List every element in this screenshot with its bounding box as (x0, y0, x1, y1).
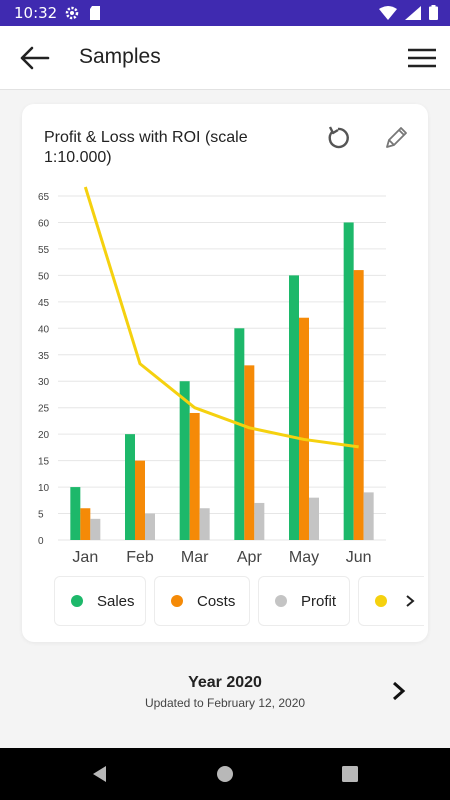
chart-line (83, 186, 359, 449)
status-time: 10:32 (14, 4, 58, 22)
chart-grid (58, 195, 386, 541)
bar-costs-apr (244, 365, 255, 540)
reset-icon (328, 126, 349, 149)
chart-bars (70, 222, 374, 540)
footer: Year 2020 Updated to February 12, 2020 (0, 660, 450, 746)
y-tick-label: 30 (38, 377, 50, 388)
bar-profit-jan (90, 518, 101, 540)
chart-legend: Sales Costs Profit (54, 576, 424, 630)
legend-item-sales[interactable]: Sales (54, 576, 146, 626)
nav-home-button[interactable] (213, 762, 237, 786)
bar-costs-may (299, 317, 309, 540)
y-tick-label: 60 (38, 218, 50, 229)
system-nav-bar (0, 748, 450, 800)
x-axis-ticks: Jan Feb Mar Apr May Jun (72, 549, 371, 566)
battery-icon (429, 5, 438, 20)
chevron-right-icon (393, 681, 406, 701)
bar-sales-jun (343, 222, 354, 540)
bar-sales-mar (179, 381, 190, 540)
status-icons-right (379, 5, 438, 20)
wifi-icon (379, 5, 397, 20)
legend-dot-profit (275, 595, 287, 607)
chart-card: Profit & Loss with ROI (scale 1:10.000) … (22, 104, 428, 642)
x-tick-label: Feb (126, 549, 154, 566)
bar-sales-may (289, 275, 299, 540)
legend-dot-sales (71, 595, 83, 607)
chart-title: Profit & Loss with ROI (scale 1:10.000) (44, 129, 248, 166)
legend-label: Profit (301, 592, 337, 610)
y-tick-label: 15 (38, 457, 50, 468)
legend-item-profit[interactable]: Profit (258, 576, 350, 626)
bar-profit-mar (199, 508, 210, 540)
nav-back-button[interactable] (88, 762, 112, 786)
app-bar: Samples (0, 26, 450, 90)
reset-button[interactable] (324, 124, 352, 152)
back-triangle-icon (93, 766, 106, 782)
legend-dot-roi (375, 595, 387, 607)
x-tick-label: Jun (346, 549, 372, 566)
legend-label: Sales (97, 592, 135, 610)
year-label: Year 2020 (188, 674, 262, 691)
bar-profit-apr (254, 502, 265, 540)
y-tick-label: 45 (38, 298, 50, 309)
bar-costs-feb (135, 460, 145, 540)
bar-sales-apr (234, 328, 245, 540)
legend-item-costs[interactable]: Costs (154, 576, 250, 626)
x-tick-label: May (289, 549, 319, 566)
x-tick-label: Jan (72, 549, 98, 566)
x-tick-label: Apr (237, 549, 263, 566)
hamburger-menu-icon (408, 48, 436, 68)
y-tick-label: 50 (38, 271, 50, 282)
next-year-button[interactable] (386, 676, 412, 706)
y-tick-label: 25 (38, 404, 50, 415)
recents-square-icon (342, 766, 358, 782)
sd-card-icon (90, 6, 100, 20)
arrow-left-icon (20, 46, 50, 70)
signal-icon (405, 5, 421, 20)
bar-costs-jan (80, 508, 91, 540)
bar-profit-feb (145, 513, 155, 540)
legend-label: Costs (197, 592, 236, 610)
bar-sales-feb (125, 434, 135, 540)
y-tick-label: 55 (38, 245, 50, 256)
y-axis-ticks: 0 5 10 15 20 25 30 35 40 45 50 55 60 65 (38, 192, 50, 547)
bar-profit-jun (363, 492, 374, 540)
edit-button[interactable] (382, 124, 410, 152)
bar-costs-jun (353, 270, 364, 540)
y-tick-label: 10 (38, 483, 50, 494)
bar-profit-may (309, 497, 319, 540)
app-title: Samples (79, 45, 161, 68)
y-tick-label: 65 (38, 192, 50, 203)
legend-next-button[interactable] (398, 586, 422, 616)
home-circle-icon (217, 766, 233, 782)
status-bar: 10:32 (0, 0, 450, 26)
legend-dot-costs (171, 595, 183, 607)
chart-svg: 0 5 10 15 20 25 30 35 40 45 50 55 60 65 Jan Feb Mar Apr M… (38, 186, 386, 566)
y-tick-label: 5 (38, 510, 44, 521)
roi-line (83, 186, 359, 449)
y-tick-label: 20 (38, 430, 50, 441)
menu-button[interactable] (406, 44, 438, 72)
y-tick-label: 0 (38, 536, 44, 547)
updated-label: Updated to February 12, 2020 (144, 696, 306, 710)
edit-pencil-icon (386, 127, 407, 148)
status-icons-left (64, 5, 102, 21)
bar-costs-mar (189, 412, 200, 540)
y-tick-label: 35 (38, 351, 50, 362)
y-tick-label: 40 (38, 324, 50, 335)
nav-recents-button[interactable] (338, 762, 362, 786)
gear-icon (65, 6, 79, 20)
x-tick-label: Mar (181, 549, 209, 566)
back-button[interactable] (18, 44, 52, 72)
chevron-right-icon (406, 595, 415, 607)
bar-sales-jan (70, 487, 81, 540)
